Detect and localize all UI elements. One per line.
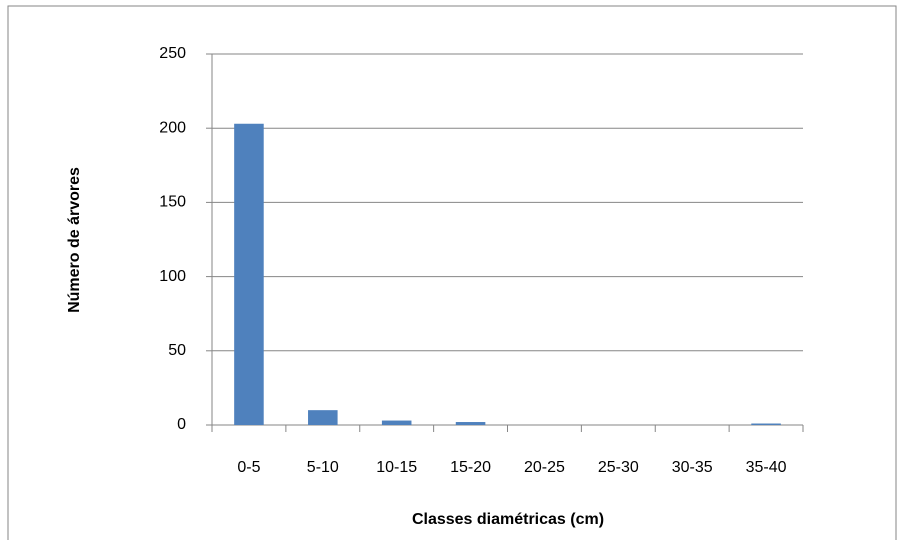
y-tick-label: 250: [159, 45, 186, 62]
x-axis-label: Classes diamétricas (cm): [412, 511, 604, 528]
y-tick-label: 150: [159, 194, 186, 211]
chart-frame: [7, 5, 897, 540]
x-tick-label: 5-10: [307, 459, 339, 476]
x-tick-label: 25-30: [598, 459, 639, 476]
x-tick-label: 0-5: [237, 459, 260, 476]
y-tick-label: 50: [168, 342, 186, 359]
bar: [308, 410, 338, 425]
y-tick-label: 200: [159, 119, 186, 136]
y-tick-label: 0: [177, 416, 186, 433]
x-tick-label: 10-15: [376, 459, 417, 476]
x-tick-label: 35-40: [746, 459, 787, 476]
y-axis-label: Número de árvores: [66, 167, 83, 313]
bar: [234, 123, 264, 426]
x-tick-label: 15-20: [450, 459, 491, 476]
x-tick-label: 30-35: [672, 459, 713, 476]
y-tick-label: 100: [159, 268, 186, 285]
x-tick-label: 20-25: [524, 459, 565, 476]
bar: [455, 422, 486, 425]
bar: [751, 423, 781, 425]
bar: [381, 420, 412, 425]
